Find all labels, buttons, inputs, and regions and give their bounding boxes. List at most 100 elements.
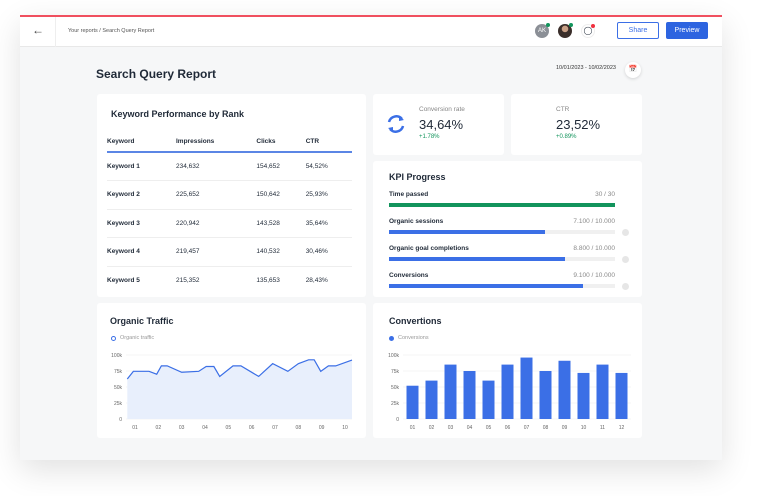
table-cell: 234,632 [176,152,257,181]
top-bar: ← Your reports / Search Query Report AK … [20,17,722,47]
x-tick-label: 06 [505,425,511,431]
bar [520,357,533,419]
organic-traffic-title: Organic Traffic [110,316,174,326]
kpi-title: KPI Progress [389,172,446,182]
x-tick-label: 08 [543,425,549,431]
conversion-rate-change: +1.78% [419,134,440,140]
kpi-value: 9.100 / 10.000 [573,272,615,279]
kpi-value: 30 / 30 [595,191,615,198]
avatar-photo[interactable] [558,23,573,38]
ctr-card: CTR 23,52% +0.89% [511,94,642,155]
y-tick-label: 0 [396,417,399,423]
x-tick-label: 01 [410,425,416,431]
table-cell: 219,457 [176,237,257,267]
bar [615,372,628,419]
keyword-table-card: Keyword Performance by Rank Keyword Impr… [97,94,366,297]
kpi-progress-fill [389,284,584,288]
x-tick-label: 07 [524,425,530,431]
y-tick-label: 75k [114,369,123,375]
x-tick-label: 02 [156,425,162,431]
kpi-knob[interactable] [622,283,629,290]
kpi-progress-bar [389,203,615,207]
date-range[interactable]: 10/01/2023 - 10/02/2023 [556,65,616,71]
x-tick-label: 04 [202,425,208,431]
column-header: Impressions [176,132,257,153]
table-row[interactable]: Keyword 1 234,632 154,652 54,52% [107,152,352,181]
table-cell: 150,642 [256,180,306,210]
x-tick-label: 12 [619,425,625,431]
bar [539,371,552,419]
bar [577,372,590,419]
avatar-initials: AK [537,28,546,34]
x-tick-label: 11 [600,425,605,431]
ctr-value: 23,52% [556,117,601,132]
conversions-chart: 0 25k 50k 75k 100k 01 02 03 04 05 06 07 08 09 10 11 12 [388,353,631,431]
x-tick-label: 05 [226,425,232,431]
bar [596,364,609,419]
calendar-icon[interactable]: 📅 [625,62,641,78]
table-cell: 220,942 [176,209,257,238]
legend-marker [111,336,116,341]
kpi-knob[interactable] [622,256,629,263]
app-window: ← Your reports / Search Query Report AK … [20,15,722,460]
kpi-label: Organic sessions [389,218,444,225]
x-tick-label: 10 [581,425,587,431]
x-tick-label: 05 [486,425,492,431]
bar [444,364,457,419]
y-tick-label: 25k [391,401,400,407]
bar [406,385,419,419]
x-tick-label: 02 [429,425,435,431]
table-cell: Keyword 1 [107,152,176,181]
table-row[interactable]: Keyword 2 225,652 150,642 25,93% [107,180,352,210]
chat-icon[interactable]: ◯ [581,24,595,38]
bar [558,360,571,419]
breadcrumb[interactable]: Your reports / Search Query Report [68,28,155,34]
table-cell: 140,532 [256,237,306,267]
table-cell: Keyword 5 [107,277,140,284]
table-row[interactable]: Keyword 3 220,942 143,528 35,64% [107,209,352,238]
kpi-value: 7.100 / 10.000 [573,218,615,225]
avatar[interactable]: AK [535,23,550,38]
kpi-knob[interactable] [622,229,629,236]
kpi-progress-fill [389,257,566,261]
x-tick-label: 10 [342,425,348,431]
y-tick-label: 25k [114,401,123,407]
y-tick-label: 50k [114,385,123,391]
kpi-value: 8.800 / 10.000 [573,245,615,252]
table-row[interactable]: Keyword 4 219,457 140,532 30,46% [107,237,352,267]
y-tick-label: 100k [111,353,122,359]
y-tick-label: 100k [388,353,399,359]
table-cell: 30,46% [305,237,352,267]
table-cell: 135,653 [256,277,280,284]
x-tick-label: 01 [132,425,138,431]
kpi-progress-fill [389,203,615,207]
kpi-progress-card: KPI Progress Time passed 30 / 30 Organic… [373,161,642,297]
kpi-label: Time passed [389,191,429,198]
x-tick-label: 03 [179,425,185,431]
conversion-rate-value: 34,64% [419,117,464,132]
table-cell: 35,64% [305,209,352,238]
area-fill [127,359,352,419]
ctr-label: CTR [556,106,570,113]
bar [425,380,438,419]
conversions-card: Convertions Conversions 0 25k 50k 75k 100k 01… [373,303,642,438]
preview-button[interactable]: Preview [666,22,708,39]
organic-traffic-chart: 0 25k 50k 75k 100k 01 02 03 04 05 06 07 08 09 10 [111,353,353,431]
back-arrow-icon[interactable]: ← [32,23,44,37]
bar [501,364,514,419]
bar [463,371,476,419]
kpi-label: Conversions [389,272,429,279]
table-cell: Keyword 4 [107,237,176,267]
refresh-icon [387,115,405,133]
table-cell: Keyword 3 [107,209,176,238]
series-line [126,359,353,380]
table-cell: 25,93% [305,180,352,210]
table-row[interactable]: Keyword 5 215,352 135,653 28,43% [107,266,352,295]
conversion-rate-card: Conversion rate 34,64% +1.78% [373,94,504,155]
column-header: CTR [305,132,352,153]
share-button[interactable]: Share [617,22,659,39]
column-header: Keyword [107,132,176,153]
x-tick-label: 03 [448,425,454,431]
kpi-label: Organic goal completions [389,245,469,252]
x-tick-label: 08 [296,425,302,431]
